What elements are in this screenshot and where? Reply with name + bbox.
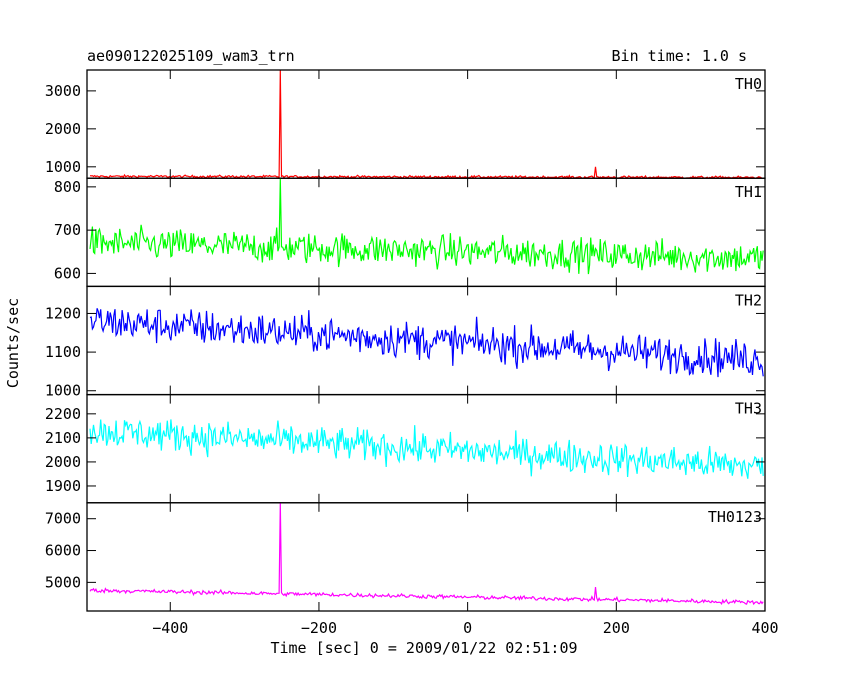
series-line-th1 bbox=[89, 178, 764, 275]
x-tick-label: 0 bbox=[463, 619, 472, 637]
y-tick-label: 2000 bbox=[45, 453, 81, 471]
panel-label: TH1 bbox=[735, 183, 762, 201]
x-tick-label: −200 bbox=[301, 619, 337, 637]
chart-title: ae090122025109_wam3_trn bbox=[87, 47, 295, 65]
x-axis-label: Time [sec] 0 = 2009/01/22 02:51:09 bbox=[270, 639, 577, 657]
panel-label: TH0 bbox=[735, 75, 762, 93]
y-axis-label: Counts/sec bbox=[4, 298, 22, 388]
y-tick-label: 2000 bbox=[45, 120, 81, 138]
series-line-th2 bbox=[89, 308, 764, 378]
panel-frame bbox=[86, 69, 766, 179]
panel-label: TH0123 bbox=[708, 508, 762, 526]
x-tick-label: 200 bbox=[603, 619, 630, 637]
y-tick-label: 2200 bbox=[45, 405, 81, 423]
y-tick-label: 6000 bbox=[45, 542, 81, 560]
panel-th3: 1900 2000 2100 2200 TH3 bbox=[45, 393, 766, 504]
panel-frame bbox=[86, 502, 766, 612]
y-tick-label: 5000 bbox=[45, 573, 81, 591]
panel-label: TH2 bbox=[735, 291, 762, 309]
y-tick-label: 800 bbox=[54, 178, 81, 196]
panel-th0: 1000 2000 3000 TH0 bbox=[45, 69, 766, 180]
panel-th2: 1000 1100 1200 TH2 bbox=[45, 285, 766, 400]
panel-frame bbox=[86, 177, 766, 288]
y-tick-label: 1900 bbox=[45, 477, 81, 495]
x-tick-label: −400 bbox=[152, 619, 188, 637]
series-line-th0123 bbox=[89, 502, 764, 606]
y-tick-label: 1200 bbox=[45, 304, 81, 322]
y-tick-label: 1100 bbox=[45, 343, 81, 361]
y-tick-label: 1000 bbox=[45, 382, 81, 400]
y-tick-label: 3000 bbox=[45, 82, 81, 100]
y-tick-label: 1000 bbox=[45, 158, 81, 176]
y-tick-label: 2100 bbox=[45, 429, 81, 447]
panel-label: TH3 bbox=[735, 400, 762, 418]
y-tick-label: 7000 bbox=[45, 510, 81, 528]
series-line-th0 bbox=[89, 69, 764, 180]
x-tick-label: 400 bbox=[751, 619, 778, 637]
y-tick-label: 600 bbox=[54, 264, 81, 282]
panel-th0123: 5000 6000 7000 TH0123 −400 −200 0 200 400 bbox=[45, 502, 779, 637]
bin-time-label: Bin time: 1.0 s bbox=[612, 47, 747, 65]
panel-th1: 600 700 800 TH1 bbox=[54, 177, 766, 288]
y-tick-label: 700 bbox=[54, 221, 81, 239]
series-line-th3 bbox=[89, 419, 764, 479]
